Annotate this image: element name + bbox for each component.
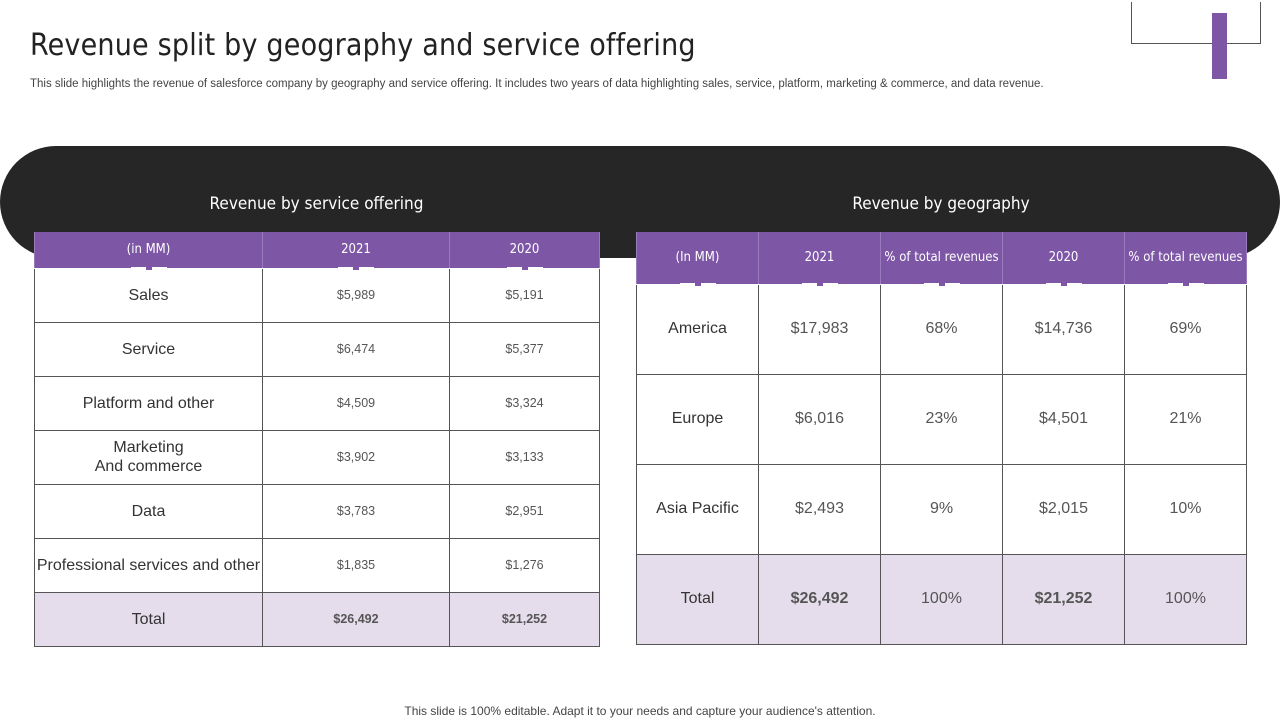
percent-2020: 10% bbox=[1124, 463, 1247, 555]
row-label: Total bbox=[636, 553, 759, 645]
footer-note: This slide is 100% editable. Adapt it to… bbox=[404, 704, 876, 718]
table-header-row: (in MM) 2021 2020 bbox=[34, 232, 600, 270]
service-table-heading: Revenue by service offering bbox=[209, 194, 424, 214]
table-row: Europe $6,016 23% $4,501 21% bbox=[636, 373, 1247, 465]
column-header: 2020 bbox=[449, 232, 600, 270]
value-2021: $1,835 bbox=[262, 537, 450, 593]
column-header: 2021 bbox=[758, 232, 881, 286]
total-row: Total $26,492 100% $21,252 100% bbox=[636, 553, 1247, 645]
percent-2021: 23% bbox=[880, 373, 1003, 465]
total-row: Total $26,492 $21,252 bbox=[34, 591, 600, 647]
value-2020: $2,951 bbox=[449, 483, 600, 539]
table-header-row: (In MM) 2021 % of total revenues 2020 % … bbox=[636, 232, 1247, 286]
value-2020: $5,191 bbox=[449, 267, 600, 323]
table-row: Sales $5,989 $5,191 bbox=[34, 267, 600, 323]
service-offering-table: (in MM) 2021 2020 Sales $5,989 $5,191 Se… bbox=[34, 232, 600, 647]
table-row: Data $3,783 $2,951 bbox=[34, 483, 600, 539]
row-label: Marketing And commerce bbox=[34, 429, 263, 485]
column-header: % of total revenues bbox=[1124, 232, 1247, 286]
value-2021: $3,783 bbox=[262, 483, 450, 539]
row-label: Asia Pacific bbox=[636, 463, 759, 555]
value-2021: $4,509 bbox=[262, 375, 450, 431]
row-label: Europe bbox=[636, 373, 759, 465]
value-2020: $4,501 bbox=[1002, 373, 1125, 465]
value-2021: $17,983 bbox=[758, 283, 881, 375]
table-row: Professional services and other $1,835 $… bbox=[34, 537, 600, 593]
row-label: Sales bbox=[34, 267, 263, 323]
row-label: Data bbox=[34, 483, 263, 539]
row-label: Platform and other bbox=[34, 375, 263, 431]
table-row: Platform and other $4,509 $3,324 bbox=[34, 375, 600, 431]
table-row: Marketing And commerce $3,902 $3,133 bbox=[34, 429, 600, 485]
column-header: (in MM) bbox=[34, 232, 263, 270]
row-label: Professional services and other bbox=[34, 537, 263, 593]
value-2020: $3,133 bbox=[449, 429, 600, 485]
row-label: America bbox=[636, 283, 759, 375]
value-2020: $14,736 bbox=[1002, 283, 1125, 375]
page-title: Revenue split by geography and service o… bbox=[30, 28, 696, 63]
total-2020: $21,252 bbox=[449, 591, 600, 647]
value-2021: $5,989 bbox=[262, 267, 450, 323]
geography-table: (In MM) 2021 % of total revenues 2020 % … bbox=[636, 232, 1247, 645]
value-2020: $5,377 bbox=[449, 321, 600, 377]
table-row: America $17,983 68% $14,736 69% bbox=[636, 283, 1247, 375]
total-2021: $26,492 bbox=[758, 553, 881, 645]
page-subtitle: This slide highlights the revenue of sal… bbox=[30, 78, 1044, 90]
row-label: Service bbox=[34, 321, 263, 377]
value-2020: $3,324 bbox=[449, 375, 600, 431]
column-header: 2020 bbox=[1002, 232, 1125, 286]
percent-2021: 9% bbox=[880, 463, 1003, 555]
value-2021: $6,016 bbox=[758, 373, 881, 465]
geo-table-heading: Revenue by geography bbox=[852, 194, 1030, 214]
corner-decoration-bar bbox=[1212, 13, 1227, 79]
value-2021: $2,493 bbox=[758, 463, 881, 555]
row-label: Total bbox=[34, 591, 263, 647]
total-2021: $26,492 bbox=[262, 591, 450, 647]
column-header: % of total revenues bbox=[880, 232, 1003, 286]
column-header: 2021 bbox=[262, 232, 450, 270]
table-row: Asia Pacific $2,493 9% $2,015 10% bbox=[636, 463, 1247, 555]
value-2021: $3,902 bbox=[262, 429, 450, 485]
percent-2021: 68% bbox=[880, 283, 1003, 375]
table-row: Service $6,474 $5,377 bbox=[34, 321, 600, 377]
percent-2020: 69% bbox=[1124, 283, 1247, 375]
column-header: (In MM) bbox=[636, 232, 759, 286]
value-2021: $6,474 bbox=[262, 321, 450, 377]
value-2020: $2,015 bbox=[1002, 463, 1125, 555]
value-2020: $1,276 bbox=[449, 537, 600, 593]
total-percent-2021: 100% bbox=[880, 553, 1003, 645]
total-2020: $21,252 bbox=[1002, 553, 1125, 645]
total-percent-2020: 100% bbox=[1124, 553, 1247, 645]
corner-decoration-outline bbox=[1131, 2, 1261, 44]
percent-2020: 21% bbox=[1124, 373, 1247, 465]
